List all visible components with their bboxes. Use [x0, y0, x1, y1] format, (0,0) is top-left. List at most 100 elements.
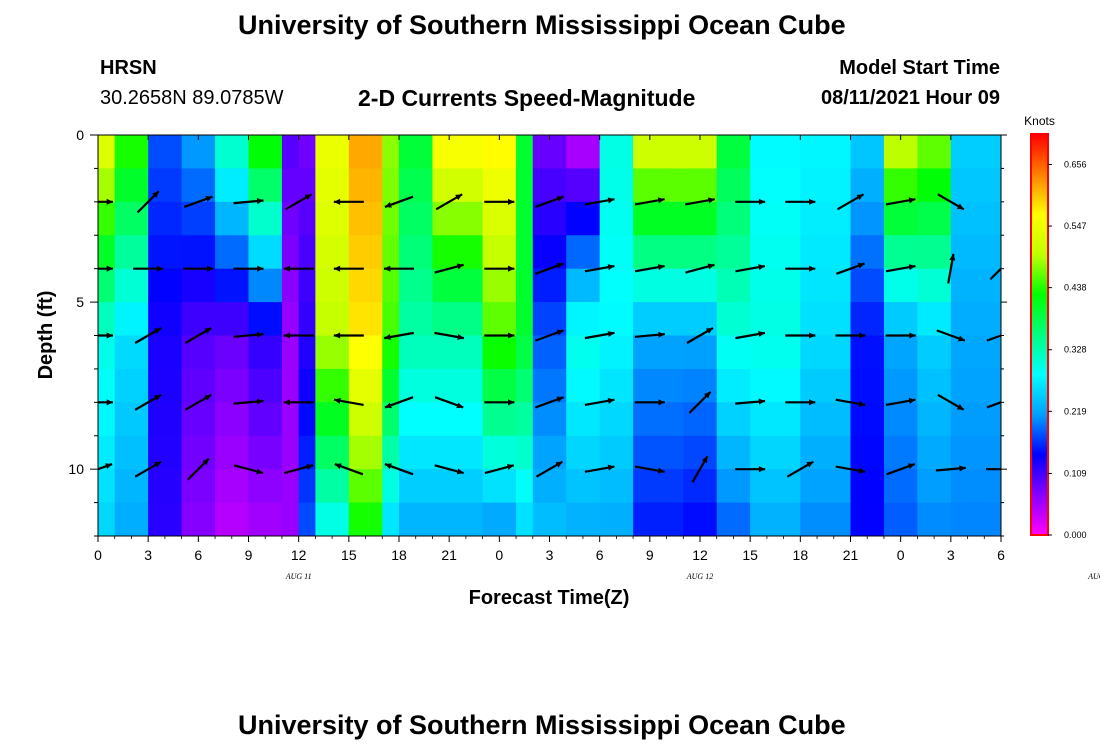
heatmap-cell [800, 235, 852, 270]
heatmap-cell [633, 201, 684, 236]
current-arrow [333, 198, 364, 205]
heatmap-cell [98, 135, 116, 170]
heatmap-cell [750, 235, 801, 270]
day-label: AUG 13 [1087, 572, 1100, 581]
current-arrow [785, 399, 816, 406]
heatmap-cell [750, 435, 801, 470]
x-tick-label: 9 [245, 547, 253, 563]
heatmap-cell [298, 368, 316, 403]
heatmap-cell [315, 235, 350, 270]
colorbar-tick-label: 0.000 [1064, 530, 1087, 540]
heatmap-cell [566, 168, 601, 203]
heatmap-cell [850, 168, 885, 203]
heatmap-cell [281, 135, 300, 170]
heatmap-cell [482, 201, 517, 236]
current-arrow [233, 198, 264, 205]
heatmap-cell [716, 502, 751, 536]
current-arrow [434, 396, 464, 409]
current-arrow [835, 465, 866, 474]
heatmap-cell [382, 335, 400, 370]
current-arrow [986, 468, 1001, 471]
heatmap-cell [1001, 168, 1018, 202]
heatmap-cell [298, 235, 316, 270]
heatmap-cell [532, 335, 567, 370]
current-arrow [233, 265, 264, 272]
heatmap-cell [148, 502, 183, 536]
heatmap-cell [482, 402, 517, 437]
heatmap-cell [215, 368, 250, 403]
current-arrow [134, 460, 162, 478]
heatmap-cell [348, 302, 383, 337]
heatmap-cell [950, 235, 1001, 270]
current-arrow [535, 262, 564, 275]
heatmap-cell [348, 335, 383, 370]
heatmap-cell [850, 268, 885, 303]
heatmap-cell [883, 368, 918, 403]
heatmap-cell [315, 302, 350, 337]
heatmap-cell [566, 235, 601, 270]
heatmap-cell [181, 435, 216, 470]
heatmap-cell [114, 168, 149, 203]
current-arrow [333, 265, 364, 272]
current-arrow [886, 463, 916, 476]
heatmap-cell [281, 435, 300, 470]
heatmap-cell [883, 135, 918, 170]
heatmap-cell [399, 469, 434, 504]
heatmap-cell [683, 135, 718, 170]
x-tick-label: 12 [692, 547, 708, 563]
heatmap-cell [482, 502, 517, 536]
heatmap-cell [248, 302, 283, 337]
heatmap-cell [532, 135, 567, 170]
station-coords: 30.2658N 89.0785W [100, 87, 284, 109]
heatmap-cell [298, 168, 316, 203]
heatmap-cell [181, 201, 216, 236]
heatmap-cell [950, 135, 1001, 170]
heatmap-cell [382, 302, 400, 337]
current-arrow [384, 195, 414, 208]
heatmap-cell [716, 335, 751, 370]
heatmap-cell [883, 168, 918, 203]
current-arrow [484, 265, 515, 272]
heatmap-cell [298, 469, 316, 504]
heatmap-cell [850, 502, 885, 536]
heatmap-cell [432, 235, 484, 270]
heatmap-cell [382, 201, 400, 236]
heatmap-cell [281, 268, 300, 303]
heatmap-cell [315, 268, 350, 303]
heatmap-cell [215, 469, 250, 504]
current-arrow [134, 327, 162, 344]
heatmap-cell [432, 135, 484, 170]
heatmap-cell [215, 201, 250, 236]
heatmap-cell [532, 402, 567, 437]
heatmap-cell [114, 235, 149, 270]
heatmap-cell [215, 502, 250, 536]
heatmap-cell [315, 201, 350, 236]
heatmap-cell [114, 435, 149, 470]
heatmap-cell [281, 402, 300, 437]
current-arrow [283, 463, 314, 475]
heatmap-cell [432, 435, 484, 470]
heatmap-cell [482, 368, 517, 403]
page-title: University of Southern Mississippi Ocean… [238, 10, 846, 40]
heatmap-cell [298, 302, 316, 337]
heatmap-cell [1001, 135, 1018, 169]
heatmap-cell [516, 235, 534, 270]
heatmap-cell [950, 302, 1001, 337]
heatmap-cell [516, 502, 534, 536]
heatmap-cell [382, 469, 400, 504]
current-arrow [836, 262, 865, 275]
y-tick-label: 0 [76, 127, 84, 143]
heatmap-cell [114, 268, 149, 303]
current-arrow [98, 399, 113, 406]
current-arrow [435, 193, 463, 211]
heatmap-cell [566, 201, 601, 236]
current-arrow [584, 330, 615, 340]
heatmap-cell [599, 502, 634, 536]
heatmap-cell [432, 368, 484, 403]
heatmap-cell [917, 469, 952, 504]
heatmap-cell [599, 402, 634, 437]
x-tick-label: 0 [897, 547, 905, 563]
heatmap-cell [382, 435, 400, 470]
heatmap-cell [399, 335, 434, 370]
heatmap-cell [482, 302, 517, 337]
